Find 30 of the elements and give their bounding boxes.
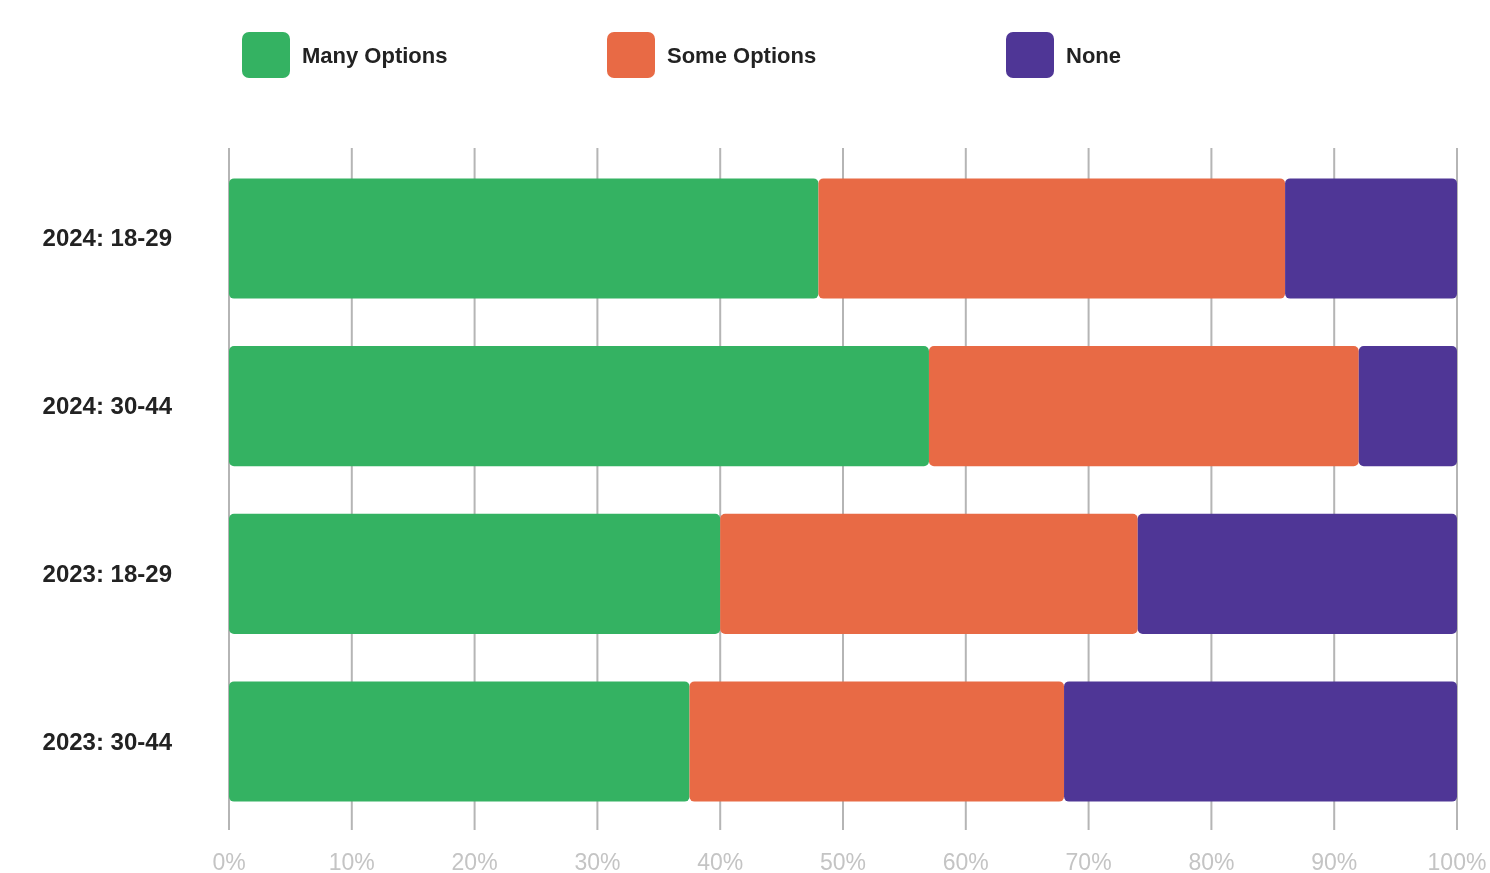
bar	[229, 178, 819, 299]
x-tick-label: 30%	[574, 849, 621, 873]
bar	[1358, 346, 1457, 467]
legend-label: Some Options	[667, 43, 817, 68]
bar	[818, 178, 1286, 299]
y-tick-label: 2024: 30-44	[42, 392, 173, 420]
x-tick-label: 70%	[1065, 849, 1112, 873]
bar	[1137, 513, 1457, 634]
bar	[689, 681, 1065, 802]
bar	[229, 681, 690, 802]
x-tick-label: 0%	[212, 849, 246, 873]
x-tick-label: 60%	[942, 849, 989, 873]
x-tick-label: 20%	[451, 849, 498, 873]
y-tick-label: 2024: 18-29	[42, 224, 172, 252]
x-tick-label: 80%	[1188, 849, 1235, 873]
bar	[229, 346, 929, 467]
bar	[928, 346, 1359, 467]
y-tick-label: 2023: 30-44	[42, 727, 173, 755]
y-tick-label: 2023: 18-29	[42, 559, 172, 587]
x-tick-label: 50%	[819, 849, 867, 873]
legend-label: Many Options	[302, 43, 448, 68]
x-tick-label: 90%	[1311, 849, 1358, 873]
bar	[1285, 178, 1457, 299]
bar	[1064, 681, 1457, 802]
bar	[229, 513, 721, 634]
x-tick-label: 100%	[1427, 849, 1487, 873]
legend-label: None	[1066, 43, 1121, 68]
bar	[720, 513, 1138, 634]
x-tick-label: 10%	[328, 849, 375, 873]
x-tick-label: 40%	[697, 849, 744, 873]
